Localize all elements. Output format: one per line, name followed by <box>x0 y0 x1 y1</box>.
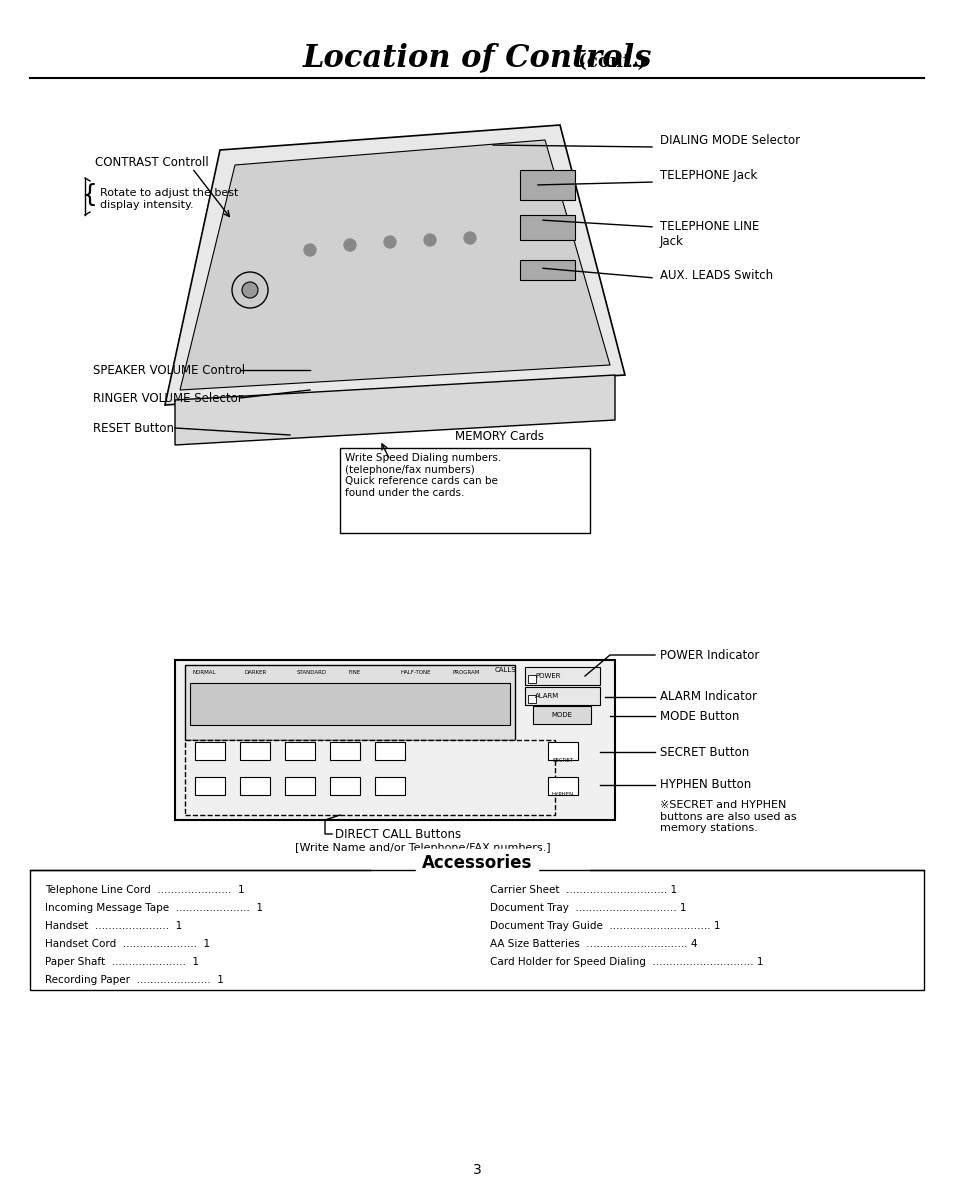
Bar <box>524 668 599 685</box>
Bar <box>547 777 578 795</box>
Text: Paper Shaft  ......................  1: Paper Shaft ...................... 1 <box>45 957 199 967</box>
Circle shape <box>423 234 436 246</box>
Circle shape <box>384 236 395 248</box>
Text: ALARM Indicator: ALARM Indicator <box>659 690 757 703</box>
Bar <box>285 777 314 795</box>
Bar <box>375 743 405 760</box>
Text: DIALING MODE Selector: DIALING MODE Selector <box>659 133 800 146</box>
Text: STANDARD: STANDARD <box>296 670 327 675</box>
Bar <box>30 870 923 990</box>
Circle shape <box>232 273 268 308</box>
Bar <box>533 706 590 724</box>
Bar <box>527 675 536 683</box>
Text: Handset  ......................  1: Handset ...................... 1 <box>45 921 182 931</box>
Text: TELEPHONE Jack: TELEPHONE Jack <box>659 169 757 182</box>
Bar <box>519 170 575 200</box>
Text: [Write Name and/or Telephone/FAX numbers.]: [Write Name and/or Telephone/FAX numbers… <box>294 843 550 853</box>
Text: Card Holder for Speed Dialing  .............................. 1: Card Holder for Speed Dialing ..........… <box>490 957 762 967</box>
Bar <box>194 777 225 795</box>
Text: CONTRAST Controll: CONTRAST Controll <box>95 156 209 169</box>
Text: 3: 3 <box>472 1163 481 1177</box>
Text: DIRECT CALL Buttons: DIRECT CALL Buttons <box>335 827 460 840</box>
Bar <box>185 740 555 815</box>
Bar <box>519 259 575 280</box>
Bar <box>527 695 536 703</box>
Polygon shape <box>174 375 615 445</box>
Text: FINE: FINE <box>349 670 361 675</box>
Text: AA Size Batteries  .............................. 4: AA Size Batteries ......................… <box>490 939 697 948</box>
Bar <box>547 743 578 760</box>
Text: POWER Indicator: POWER Indicator <box>659 649 759 662</box>
Bar <box>174 660 615 820</box>
Text: Document Tray Guide  .............................. 1: Document Tray Guide ....................… <box>490 921 720 931</box>
Circle shape <box>242 282 257 298</box>
Text: ※SECRET and HYPHEN
buttons are also used as
memory stations.: ※SECRET and HYPHEN buttons are also used… <box>659 800 796 833</box>
Circle shape <box>344 239 355 251</box>
Text: (cont.): (cont.) <box>572 54 645 71</box>
Bar <box>375 777 405 795</box>
Polygon shape <box>180 140 609 390</box>
Bar <box>194 743 225 760</box>
Text: RINGER VOLUME Selector: RINGER VOLUME Selector <box>92 392 242 405</box>
Circle shape <box>463 232 476 244</box>
Bar <box>285 743 314 760</box>
Text: Recording Paper  ......................  1: Recording Paper ...................... 1 <box>45 975 224 985</box>
Text: MEMORY Cards: MEMORY Cards <box>455 430 543 443</box>
Bar <box>524 687 599 704</box>
Text: NORMAL: NORMAL <box>193 670 216 675</box>
Text: MODE: MODE <box>551 712 572 718</box>
Text: Telephone Line Cord  ......................  1: Telephone Line Cord ....................… <box>45 885 244 895</box>
Text: AUX. LEADS Switch: AUX. LEADS Switch <box>659 269 772 282</box>
Text: TELEPHONE LINE
Jack: TELEPHONE LINE Jack <box>659 220 759 248</box>
Bar <box>190 683 510 725</box>
Text: Carrier Sheet  .............................. 1: Carrier Sheet ..........................… <box>490 885 677 895</box>
Bar <box>330 777 359 795</box>
Bar <box>339 447 589 533</box>
Text: Location of Controls: Location of Controls <box>302 43 651 74</box>
Text: Write Speed Dialing numbers.
(telephone/fax numbers)
Quick reference cards can b: Write Speed Dialing numbers. (telephone/… <box>345 453 500 497</box>
Bar <box>519 215 575 240</box>
Circle shape <box>304 244 315 256</box>
Text: HALF-TONE: HALF-TONE <box>400 670 431 675</box>
Text: POWER: POWER <box>535 674 560 679</box>
Text: HYPHEN: HYPHEN <box>551 793 574 797</box>
Text: SECRET Button: SECRET Button <box>659 745 748 758</box>
Polygon shape <box>165 125 624 405</box>
Text: SPEAKER VOLUME Control: SPEAKER VOLUME Control <box>92 363 245 376</box>
Bar <box>240 777 270 795</box>
Bar <box>240 743 270 760</box>
Text: CALLS: CALLS <box>494 668 516 674</box>
Text: Incoming Message Tape  ......................  1: Incoming Message Tape ..................… <box>45 903 263 913</box>
Text: MODE Button: MODE Button <box>659 709 739 722</box>
Bar <box>330 743 359 760</box>
Text: PROGRAM: PROGRAM <box>453 670 480 675</box>
Text: Rotate to adjust the best
display intensity.: Rotate to adjust the best display intens… <box>100 188 238 209</box>
Text: HYPHEN Button: HYPHEN Button <box>659 778 750 791</box>
Text: {: { <box>82 183 98 207</box>
Text: Accessories: Accessories <box>421 854 532 872</box>
Text: DARKER: DARKER <box>245 670 267 675</box>
Text: Handset Cord  ......................  1: Handset Cord ...................... 1 <box>45 939 210 948</box>
Text: ALARM: ALARM <box>535 693 558 699</box>
Text: SECRET: SECRET <box>552 758 573 763</box>
Bar <box>185 665 515 740</box>
Text: Document Tray  .............................. 1: Document Tray ..........................… <box>490 903 686 913</box>
Text: RESET Button: RESET Button <box>92 421 173 434</box>
